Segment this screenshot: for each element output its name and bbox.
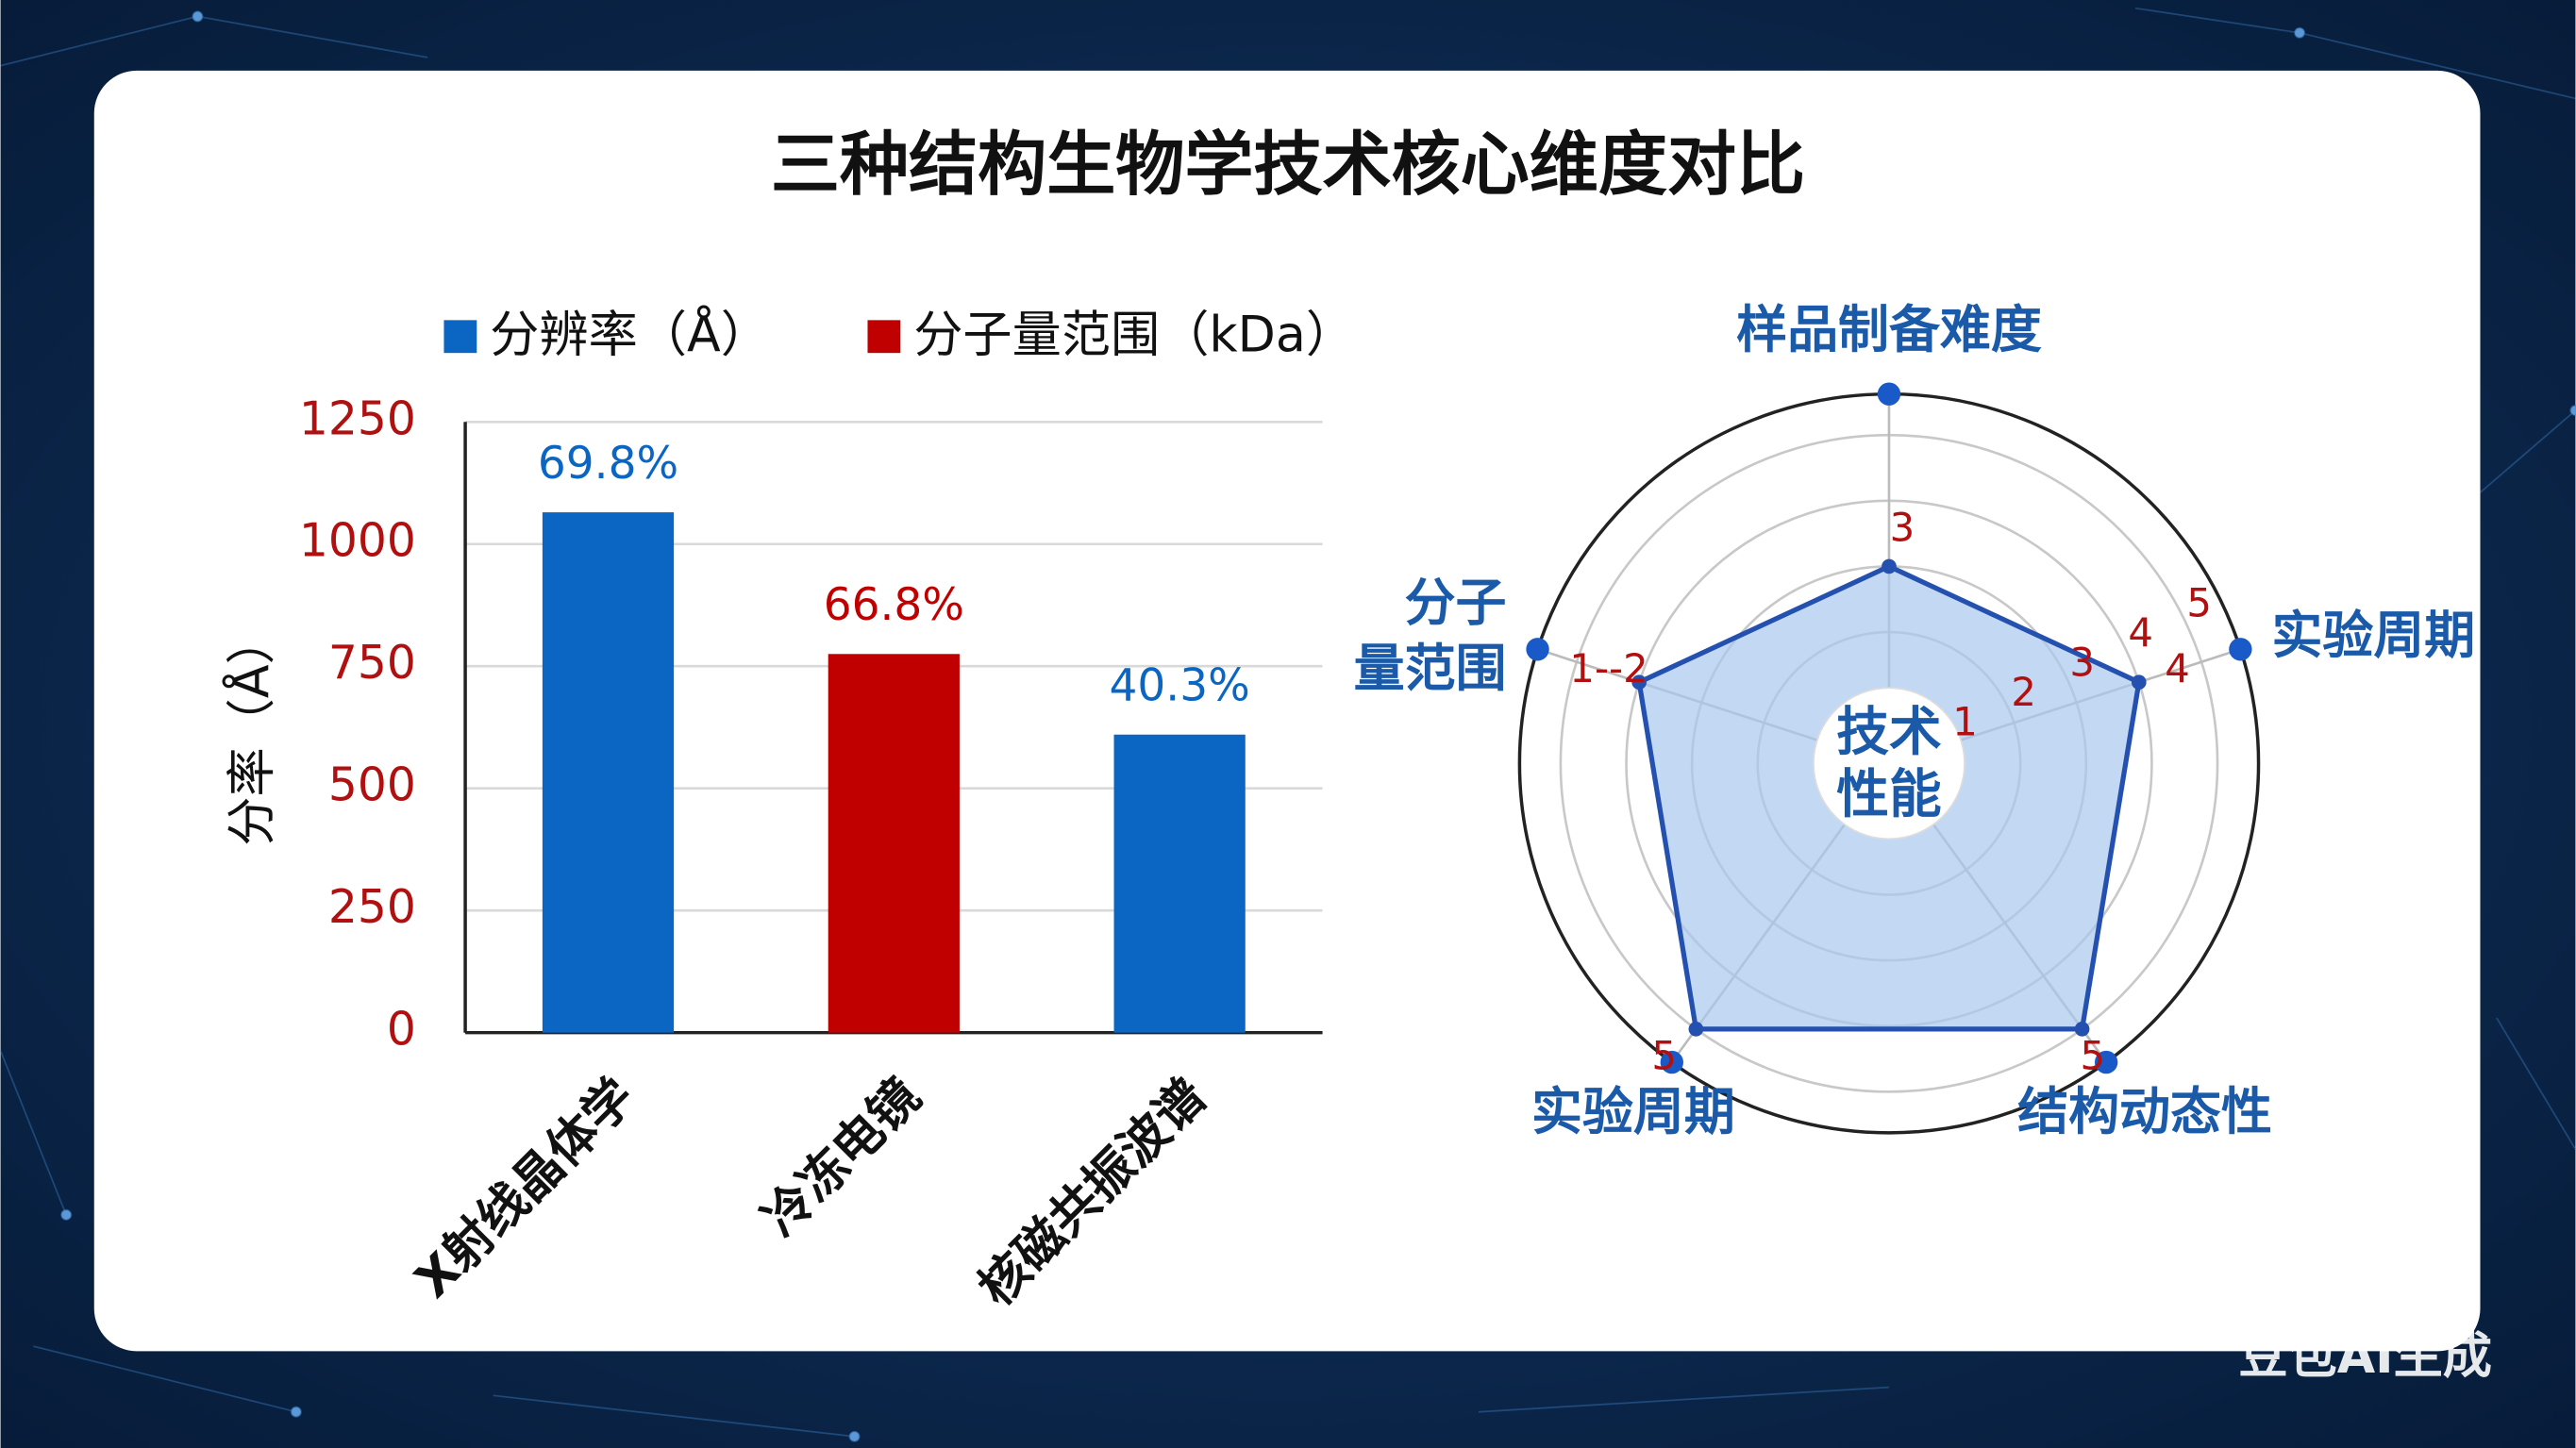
center-label: 技术 xyxy=(1836,702,1942,763)
radar-tick-label: 5 xyxy=(2186,579,2212,625)
axis-label: 实验周期 xyxy=(1531,1082,1735,1141)
bar-annotation: 66.8% xyxy=(824,579,964,631)
axis-label: 结构动态性 xyxy=(2017,1082,2272,1141)
radar-tick-label: 1 xyxy=(1952,699,1978,745)
point-label: 4 xyxy=(2165,645,2190,691)
radar-point xyxy=(2131,674,2147,691)
axis-label: 样品制备难度 xyxy=(1736,300,2042,359)
y-tick-label: 750 xyxy=(328,637,416,690)
bar xyxy=(828,654,960,1033)
legend-label: 分子量范围（kDa） xyxy=(913,308,1355,364)
legend-label: 分辨率（Å） xyxy=(490,306,770,364)
watermark: 豆包AI生成 xyxy=(2238,1328,2492,1385)
bar xyxy=(542,512,675,1033)
radar-tick-label: 3 xyxy=(2069,639,2095,685)
axis-label: 实验周期 xyxy=(2271,606,2475,665)
center-label: 性能 xyxy=(1836,764,1941,825)
point-label: 5 xyxy=(1651,1032,1677,1078)
bar-annotation: 40.3% xyxy=(1110,660,1250,712)
y-tick-label: 500 xyxy=(328,759,416,812)
spoke-end-dot xyxy=(2229,638,2252,661)
radar-point xyxy=(1631,674,1647,691)
legend-swatch xyxy=(867,320,901,354)
y-tick-label: 250 xyxy=(328,881,416,934)
bar xyxy=(1113,734,1246,1033)
y-tick-label: 1250 xyxy=(299,392,416,445)
radar-tick-label: 2 xyxy=(2011,669,2036,715)
spoke-end-dot xyxy=(1660,1050,1683,1074)
network-decoration xyxy=(0,7,2576,1442)
page-title: 三种结构生物学技术核心维度对比 xyxy=(771,125,1805,205)
axis-label: 量范围 xyxy=(1354,639,1507,698)
spoke-end-dot xyxy=(2094,1050,2118,1074)
bar-annotation: 69.8% xyxy=(538,438,678,490)
point-label: 5 xyxy=(2081,1032,2106,1078)
spoke-end-dot xyxy=(1877,382,1901,406)
axis-label: 分子 xyxy=(1405,573,1507,632)
spoke-end-dot xyxy=(1526,638,1549,661)
legend-swatch xyxy=(443,320,477,354)
radar-point xyxy=(1882,558,1897,574)
radar-tick-label: 4 xyxy=(2128,609,2153,656)
y-tick-label: 1000 xyxy=(299,515,416,568)
radar-point xyxy=(2074,1022,2090,1037)
point-label: 1--2 xyxy=(1569,645,1648,691)
point-label: 3 xyxy=(1890,505,1915,551)
y-axis-label: 分率（Å） xyxy=(222,615,280,846)
center-hole xyxy=(1813,687,1965,841)
radar-point xyxy=(1688,1022,1704,1037)
y-tick-label: 0 xyxy=(387,1004,416,1057)
